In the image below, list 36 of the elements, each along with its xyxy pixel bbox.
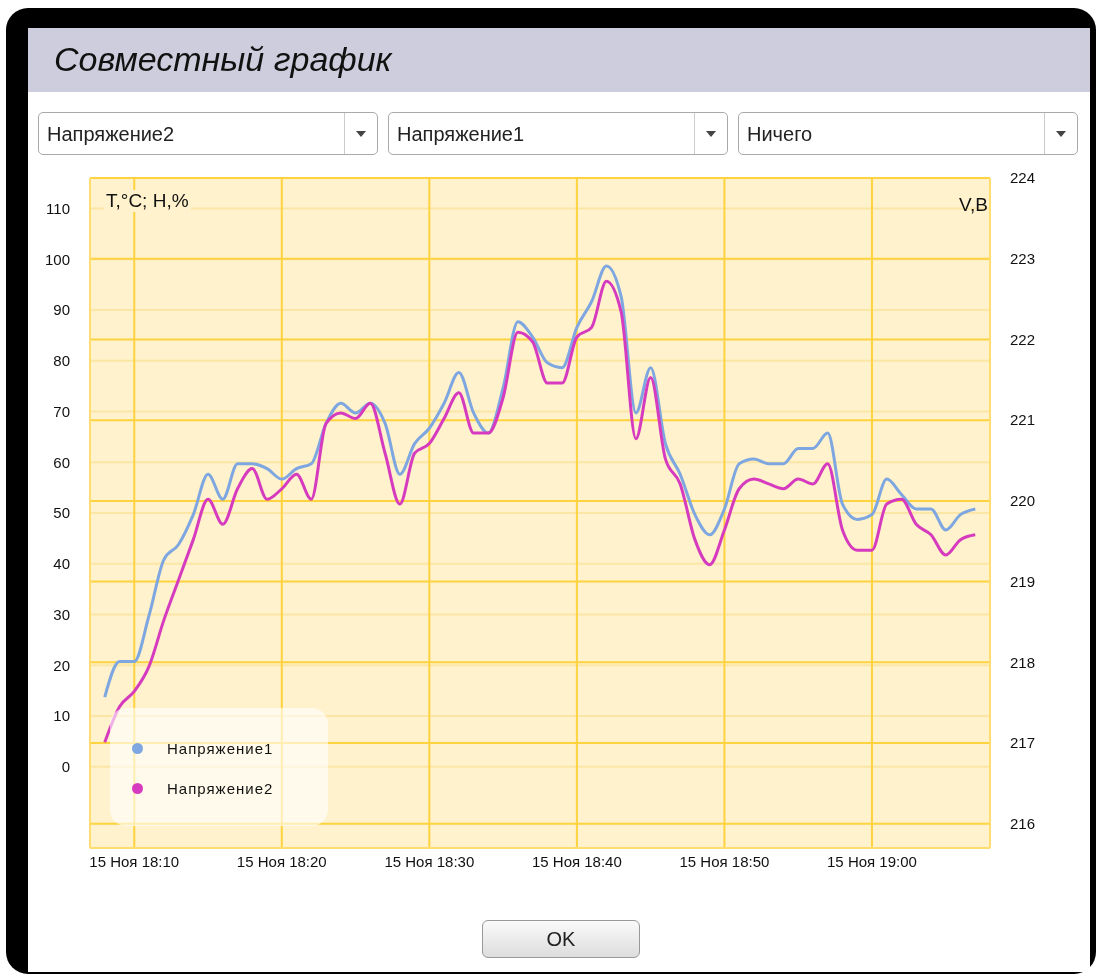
x-tick-label: 15 Ноя 18:10 [89,852,180,870]
y-axis-title: T,°C; H,% [104,190,191,212]
y2-tick-label: 217 [1010,734,1036,752]
y2-tick-label: 221 [1010,411,1036,429]
x-tick-label: 15 Ноя 18:40 [531,852,622,870]
y-tick-label: 100 [44,250,70,268]
x-tick-label: 15 Ноя 18:50 [679,852,770,870]
dropdown: Напряжение1 [388,112,728,155]
y-tick-label: 110 [46,199,70,217]
y-tick-label: 50 [53,504,70,522]
y-tick-label: 30 [53,605,70,623]
chart-title: Совместный график [54,40,392,79]
legend-label: Напряжение2 [167,779,274,797]
x-tick-label: 15 Ноя 18:20 [236,852,327,870]
x-tick-label: 15 Ноя 18:30 [384,852,475,870]
y2-tick-label: 223 [1010,250,1036,268]
y2-tick-label: 216 [1010,815,1036,833]
y2-tick-label: 218 [1010,653,1036,671]
y-tick-label: 10 [53,707,70,725]
x-tick-label: 15 Ноя 19:00 [827,852,917,870]
y-tick-label: 60 [53,453,70,471]
y-tick-label: 20 [53,656,70,674]
y-tick-label: 80 [53,352,70,370]
dropdown: Напряжение2 [38,112,378,155]
y-tick-label: 70 [53,402,70,420]
y-tick-label: 90 [53,301,70,319]
dropdown: Ничего [738,112,1078,155]
y2-tick-label: 224 [1010,169,1036,187]
y2-tick-label: 220 [1010,492,1036,510]
legend-label: Напряжение1 [167,739,274,757]
y2-axis-title: V,B [959,194,988,216]
y-tick-label: 0 [61,758,70,776]
y2-tick-label: 222 [1010,330,1036,348]
y2-tick-label: 219 [1010,572,1036,590]
ok-button: OK [482,920,640,958]
y-tick-label: 40 [53,555,70,573]
